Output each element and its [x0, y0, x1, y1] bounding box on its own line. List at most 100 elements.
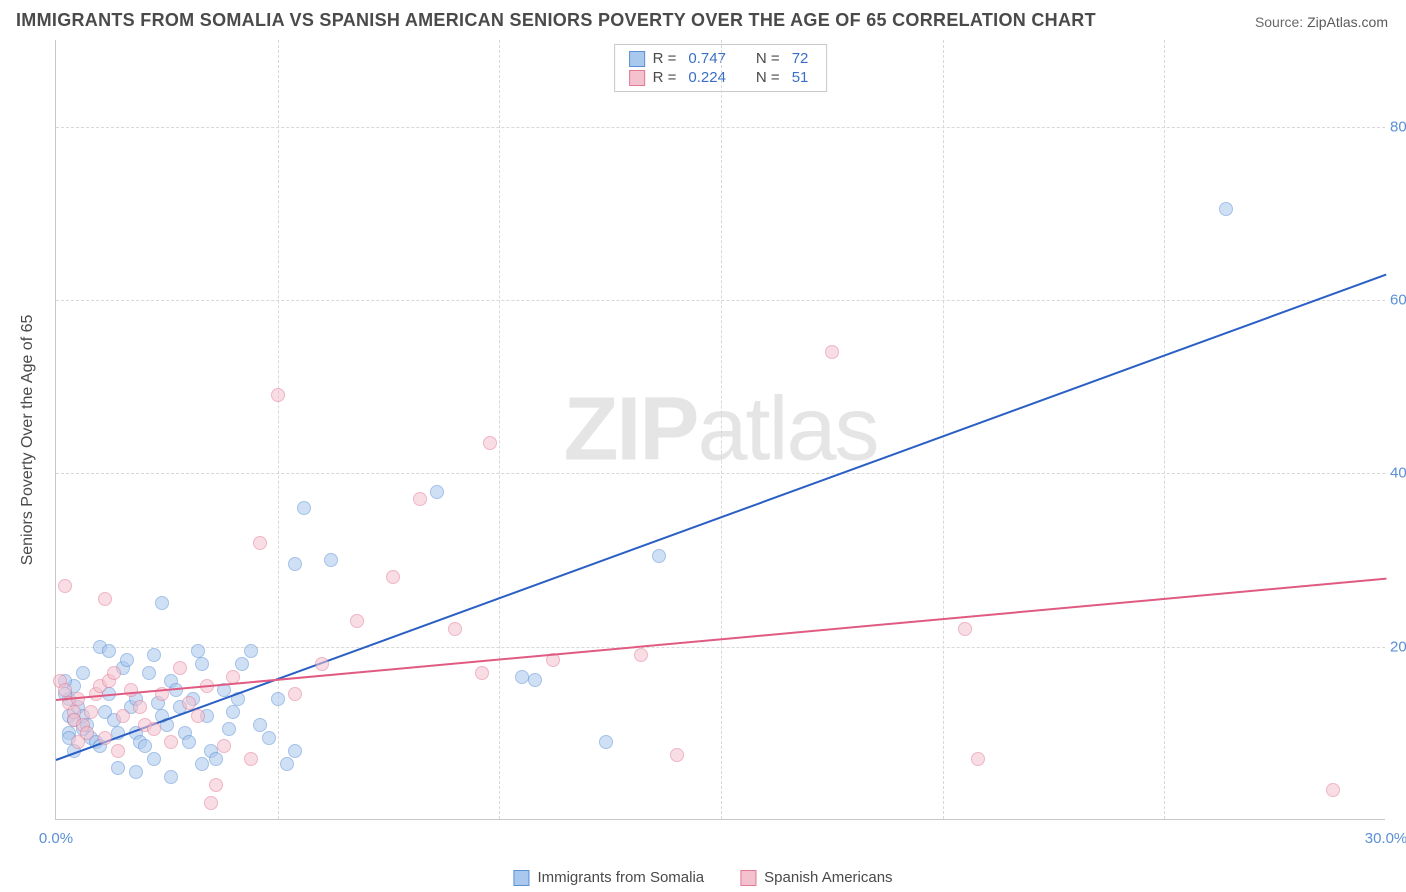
scatter-point — [129, 765, 143, 779]
scatter-point — [315, 657, 329, 671]
scatter-point — [98, 592, 112, 606]
n-label: N = — [756, 50, 780, 67]
legend-swatch — [513, 870, 529, 886]
r-value: 0.224 — [684, 69, 730, 86]
legend-bottom: Immigrants from Somalia Spanish Americans — [513, 869, 892, 886]
scatter-point — [386, 570, 400, 584]
y-axis-label: Seniors Poverty Over the Age of 65 — [19, 315, 37, 566]
scatter-point — [1326, 783, 1340, 797]
scatter-point — [288, 744, 302, 758]
legend-label: Spanish Americans — [764, 869, 892, 886]
scatter-point — [244, 644, 258, 658]
scatter-point — [80, 726, 94, 740]
scatter-point — [147, 722, 161, 736]
scatter-point — [297, 501, 311, 515]
n-label: N = — [756, 69, 780, 86]
scatter-point — [222, 722, 236, 736]
scatter-point — [84, 705, 98, 719]
scatter-point — [280, 757, 294, 771]
scatter-point — [173, 661, 187, 675]
watermark-light: atlas — [697, 379, 877, 479]
scatter-point — [288, 557, 302, 571]
gridline-vertical — [721, 40, 722, 819]
scatter-point — [147, 752, 161, 766]
scatter-point — [253, 718, 267, 732]
legend-item: Immigrants from Somalia — [513, 869, 704, 886]
legend-swatch — [740, 870, 756, 886]
source-value: ZipAtlas.com — [1307, 14, 1388, 30]
scatter-point — [209, 752, 223, 766]
scatter-point — [634, 648, 648, 662]
scatter-point — [58, 579, 72, 593]
scatter-point — [271, 692, 285, 706]
scatter-point — [191, 709, 205, 723]
scatter-point — [515, 670, 529, 684]
scatter-point — [324, 553, 338, 567]
scatter-point — [1219, 202, 1233, 216]
x-tick-label: 30.0% — [1365, 830, 1406, 847]
scatter-point — [217, 739, 231, 753]
scatter-point — [98, 731, 112, 745]
scatter-point — [102, 644, 116, 658]
scatter-point — [288, 687, 302, 701]
scatter-point — [155, 596, 169, 610]
scatter-point — [253, 536, 267, 550]
scatter-point — [111, 744, 125, 758]
scatter-point — [958, 622, 972, 636]
y-tick-label: 80.0% — [1390, 118, 1406, 135]
scatter-point — [191, 644, 205, 658]
legend-item: Spanish Americans — [740, 869, 892, 886]
scatter-point — [182, 735, 196, 749]
scatter-point — [430, 485, 444, 499]
scatter-point — [413, 492, 427, 506]
n-value: 72 — [788, 50, 813, 67]
scatter-point — [116, 709, 130, 723]
y-tick-label: 20.0% — [1390, 638, 1406, 655]
scatter-point — [133, 700, 147, 714]
n-value: 51 — [788, 69, 813, 86]
scatter-point — [475, 666, 489, 680]
scatter-point — [76, 666, 90, 680]
scatter-point — [244, 752, 258, 766]
scatter-point — [483, 436, 497, 450]
scatter-point — [182, 696, 196, 710]
r-value: 0.747 — [684, 50, 730, 67]
scatter-point — [147, 648, 161, 662]
scatter-point — [164, 770, 178, 784]
legend-label: Immigrants from Somalia — [537, 869, 704, 886]
scatter-point — [107, 666, 121, 680]
scatter-point — [235, 657, 249, 671]
y-tick-label: 40.0% — [1390, 465, 1406, 482]
watermark-bold: ZIP — [563, 379, 697, 479]
x-tick-label: 0.0% — [39, 830, 73, 847]
scatter-point — [226, 705, 240, 719]
scatter-point — [195, 757, 209, 771]
scatter-point — [204, 796, 218, 810]
r-label: R = — [653, 50, 677, 67]
scatter-point — [142, 666, 156, 680]
scatter-point — [448, 622, 462, 636]
legend-swatch — [629, 51, 645, 67]
scatter-point — [599, 735, 613, 749]
scatter-point — [58, 683, 72, 697]
scatter-point — [195, 657, 209, 671]
scatter-point — [209, 778, 223, 792]
scatter-point — [971, 752, 985, 766]
scatter-point — [111, 761, 125, 775]
scatter-point — [652, 549, 666, 563]
scatter-point — [670, 748, 684, 762]
gridline-vertical — [499, 40, 500, 819]
legend-swatch — [629, 70, 645, 86]
plot-area: ZIPatlas R =0.747N =72R =0.224N =51 20.0… — [55, 40, 1385, 820]
scatter-point — [528, 673, 542, 687]
scatter-point — [350, 614, 364, 628]
scatter-point — [262, 731, 276, 745]
scatter-point — [271, 388, 285, 402]
scatter-point — [164, 735, 178, 749]
source-label: Source: — [1255, 14, 1303, 30]
scatter-point — [138, 739, 152, 753]
gridline-vertical — [1164, 40, 1165, 819]
source-attribution: Source: ZipAtlas.com — [1255, 14, 1388, 30]
y-tick-label: 60.0% — [1390, 292, 1406, 309]
chart-title: IMMIGRANTS FROM SOMALIA VS SPANISH AMERI… — [16, 10, 1096, 31]
